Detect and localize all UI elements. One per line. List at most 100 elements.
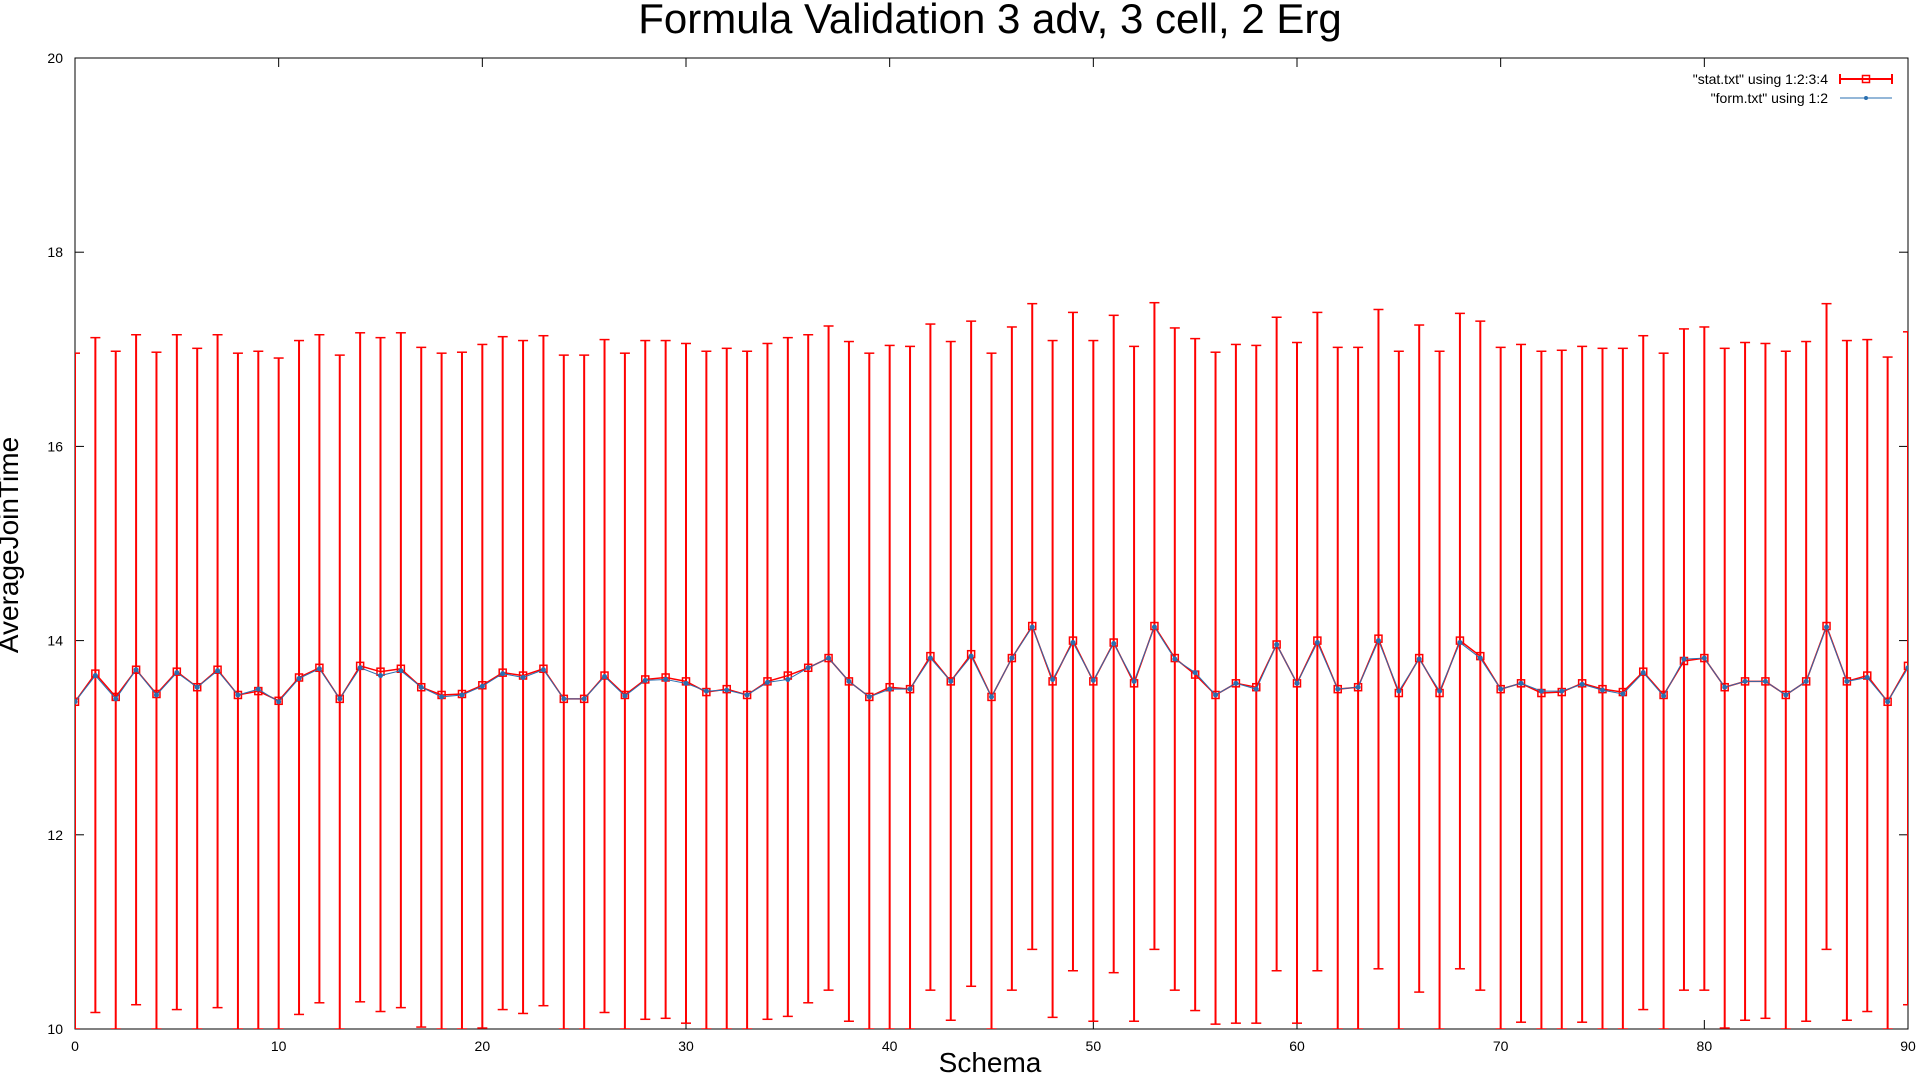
- form-point: [1151, 624, 1157, 630]
- form-point: [785, 676, 791, 682]
- form-point: [1905, 665, 1908, 671]
- stat-point: [722, 684, 731, 694]
- form-point: [1783, 692, 1789, 698]
- stat-point: [75, 697, 80, 707]
- form-point: [296, 675, 302, 681]
- form-point: [540, 667, 546, 673]
- form-point: [1742, 678, 1748, 684]
- stat-point: [600, 671, 609, 680]
- x-tick-label: 40: [882, 1038, 898, 1054]
- y-axis-label: AverageJoinTime: [0, 437, 24, 653]
- x-tick-label: 20: [475, 1038, 491, 1054]
- stat-point: [1577, 679, 1587, 688]
- form-point: [1090, 677, 1096, 683]
- form-point: [357, 665, 363, 671]
- form-point: [1701, 655, 1707, 661]
- form-point: [1864, 674, 1870, 680]
- form-point: [826, 655, 832, 661]
- form-point: [1314, 640, 1320, 646]
- legend: "stat.txt" using 1:2:3:4 "form.txt" using…: [1693, 71, 1893, 106]
- form-point: [927, 655, 933, 661]
- x-tick-label: 0: [71, 1038, 79, 1054]
- form-point: [1640, 670, 1646, 676]
- stat-point: [1903, 661, 1908, 671]
- form-point: [724, 687, 730, 693]
- stat-point: [1231, 679, 1241, 688]
- stat-point: [1089, 677, 1098, 686]
- stat-point: [416, 682, 426, 692]
- form-point: [1294, 680, 1300, 686]
- stat-point: [620, 690, 630, 700]
- stat-point: [315, 663, 324, 673]
- form-point: [989, 694, 994, 700]
- legend-marker-stat: [1861, 74, 1871, 84]
- x-tick-label: 10: [271, 1038, 287, 1054]
- stat-point: [803, 663, 813, 673]
- form-point: [316, 666, 322, 672]
- stat-point: [865, 692, 874, 702]
- form-point: [1844, 678, 1850, 684]
- form-point: [1233, 680, 1239, 686]
- form-point: [1885, 699, 1891, 705]
- form-point: [1172, 656, 1178, 662]
- form-point: [622, 693, 628, 699]
- form-point: [479, 683, 485, 689]
- form-point: [378, 673, 383, 679]
- form-point: [866, 694, 872, 700]
- stat-point: [1659, 690, 1668, 700]
- series-layer: [75, 301, 1908, 1029]
- form-point: [215, 668, 221, 674]
- form-point: [1050, 676, 1056, 682]
- form-point: [561, 696, 567, 702]
- form-point: [703, 688, 709, 694]
- legend-label-stat: "stat.txt" using 1:2:3:4: [1693, 71, 1828, 87]
- form-point: [1518, 680, 1524, 686]
- form-point: [418, 684, 424, 690]
- stat-point: [1211, 690, 1220, 700]
- form-point: [1274, 641, 1280, 647]
- form-point: [1620, 691, 1626, 697]
- stat-point: [1496, 684, 1505, 694]
- form-point: [1335, 686, 1341, 692]
- stat-point: [1781, 690, 1791, 700]
- x-tick-label: 70: [1493, 1038, 1509, 1054]
- form-point: [255, 686, 261, 692]
- form-point: [1355, 684, 1361, 690]
- form-point: [520, 674, 526, 680]
- form-point: [968, 653, 974, 659]
- stat-point: [1414, 653, 1424, 663]
- stat-point: [294, 673, 304, 682]
- form-point: [75, 699, 78, 705]
- form-point: [683, 680, 689, 686]
- form-point: [1131, 678, 1137, 684]
- x-tick-label: 60: [1289, 1038, 1305, 1054]
- form-point: [907, 686, 913, 692]
- form-point: [1722, 684, 1728, 690]
- form-point: [500, 671, 506, 677]
- legend-marker-form: [1864, 96, 1868, 100]
- form-point: [1375, 638, 1381, 644]
- form-point: [744, 692, 750, 698]
- axis-ticks: 0 10 20 30 40 50 60 70 80 90 10 12 14 16 18 20: [47, 50, 1916, 1054]
- stat-point: [702, 687, 711, 697]
- stat-point: [539, 664, 548, 674]
- form-point: [1762, 678, 1768, 684]
- form-point: [887, 686, 893, 692]
- stat-point: [987, 692, 996, 702]
- form-point: [337, 696, 343, 702]
- stat-point: [1883, 697, 1892, 707]
- form-point: [1253, 686, 1259, 692]
- form-point: [398, 668, 404, 674]
- form-point: [1111, 641, 1117, 647]
- stat-point: [824, 653, 833, 663]
- stat-point: [1272, 640, 1281, 649]
- form-point: [1437, 688, 1443, 694]
- form-point: [194, 684, 200, 690]
- stat-point: [498, 668, 507, 677]
- stat-point: [1027, 621, 1037, 631]
- y-tick-label: 12: [47, 827, 63, 843]
- form-point: [276, 699, 282, 705]
- stat-point: [192, 682, 202, 692]
- form-point: [1396, 688, 1402, 694]
- form-point: [1824, 624, 1830, 630]
